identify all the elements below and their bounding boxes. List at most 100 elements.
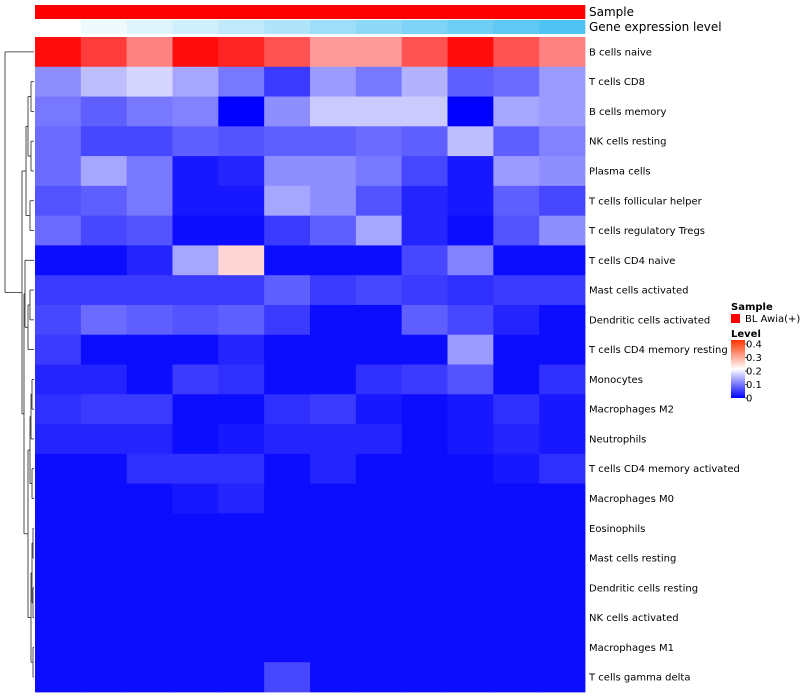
heatmap-cell xyxy=(355,245,403,276)
heatmap-cell xyxy=(126,66,173,97)
heatmap-cell xyxy=(493,572,540,604)
heatmap-cell xyxy=(218,424,265,455)
heatmap-cell xyxy=(264,275,311,306)
heatmap-cell xyxy=(310,632,357,663)
heatmap-cell xyxy=(447,453,494,484)
heatmap-cell xyxy=(35,215,82,246)
heatmap-cell xyxy=(264,424,311,455)
heatmap-cell xyxy=(539,572,586,604)
heatmap-cell xyxy=(310,304,357,336)
heatmap-cell xyxy=(172,215,219,246)
heatmap-cell xyxy=(401,334,448,365)
gene-level-annotation-cell xyxy=(355,20,402,34)
heatmap-cell xyxy=(264,453,311,484)
sample-annotation-cell xyxy=(80,5,127,19)
heatmap-cell xyxy=(218,394,265,425)
heatmap-cell xyxy=(35,662,82,693)
heatmap-cell xyxy=(264,602,311,633)
heatmap-cell xyxy=(218,632,265,663)
heatmap-cell xyxy=(310,543,357,574)
row-label: NK cells activated xyxy=(589,613,679,624)
heatmap-cell xyxy=(401,66,448,97)
heatmap-cell xyxy=(126,632,173,663)
heatmap-cell xyxy=(355,602,403,633)
heatmap-cell xyxy=(172,364,219,395)
heatmap-cell xyxy=(355,543,403,574)
heatmap-cell xyxy=(447,424,494,455)
heatmap-cell xyxy=(493,66,540,97)
heatmap-cell xyxy=(126,126,173,157)
heatmap-cell xyxy=(355,483,403,514)
heatmap-cell xyxy=(447,215,494,246)
heatmap-cell xyxy=(447,572,494,604)
row-label: Dendritic cells activated xyxy=(589,315,710,326)
heatmap-cell xyxy=(218,66,265,97)
sample-annotation-cell xyxy=(126,5,173,19)
heatmap-cell xyxy=(310,37,357,68)
heatmap-cell xyxy=(493,275,540,306)
heatmap-cell xyxy=(447,66,494,97)
heatmap-cell xyxy=(493,394,540,425)
heatmap-cell xyxy=(447,483,494,514)
heatmap-cell xyxy=(80,304,128,336)
row-label: Mast cells activated xyxy=(589,286,688,297)
heatmap-cell xyxy=(401,245,448,276)
heatmap-cell xyxy=(264,513,311,544)
heatmap-cell xyxy=(218,453,265,484)
heatmap-cell xyxy=(539,96,586,127)
heatmap-cell xyxy=(264,185,311,217)
heatmap-cell xyxy=(310,424,357,455)
heatmap-cell xyxy=(355,572,403,604)
heatmap-cell xyxy=(310,513,357,544)
heatmap-cell xyxy=(310,215,357,246)
heatmap-cell xyxy=(172,96,219,127)
legend-tick-label: 0.1 xyxy=(746,380,762,391)
heatmap-cell xyxy=(310,126,357,157)
heatmap-cell xyxy=(35,602,82,633)
heatmap-cell xyxy=(401,513,448,544)
heatmap-cell xyxy=(355,453,403,484)
heatmap-cell xyxy=(447,304,494,336)
heatmap-cell xyxy=(493,96,540,127)
heatmap-cell xyxy=(447,245,494,276)
heatmap-cell xyxy=(126,543,173,574)
heatmap-cell xyxy=(264,37,311,68)
heatmap-cell xyxy=(35,245,82,276)
heatmap-cell xyxy=(493,513,540,544)
gene-level-annotation-cell xyxy=(126,20,173,34)
heatmap-cell xyxy=(310,245,357,276)
row-dendrogram xyxy=(4,51,34,678)
heatmap-cell xyxy=(80,662,128,693)
heatmap-cell xyxy=(218,185,265,217)
heatmap-cell xyxy=(310,602,357,633)
heatmap-cell xyxy=(218,513,265,544)
heatmap-cell xyxy=(126,304,173,336)
heatmap-cell xyxy=(126,96,173,127)
heatmap-cell xyxy=(172,66,219,97)
heatmap-cell xyxy=(355,424,403,455)
row-label: NK cells resting xyxy=(589,137,666,148)
heatmap-cell xyxy=(126,513,173,544)
heatmap-cell xyxy=(126,483,173,514)
gene-level-annotation-cell xyxy=(218,20,265,34)
heatmap-cell xyxy=(447,37,494,68)
heatmap-cell xyxy=(447,543,494,574)
row-labels: B cells naive T cells CD8 B cells memory NK… xyxy=(588,47,740,683)
heatmap-cell xyxy=(539,543,586,574)
heatmap-cell xyxy=(539,453,586,484)
heatmap-cell xyxy=(447,185,494,217)
heatmap-cell xyxy=(218,156,265,187)
heatmap-cell xyxy=(355,37,403,68)
heatmap-cell xyxy=(172,424,219,455)
heatmap-cell xyxy=(447,602,494,633)
heatmap-cell xyxy=(401,156,448,187)
row-label: Dendritic cells resting xyxy=(589,583,698,594)
heatmap-cell xyxy=(80,245,128,276)
heatmap-cell xyxy=(80,513,128,544)
legend-tick-label: 0.3 xyxy=(746,353,762,364)
heatmap-cell xyxy=(126,245,173,276)
heatmap-cell xyxy=(310,394,357,425)
heatmap-cell xyxy=(172,245,219,276)
